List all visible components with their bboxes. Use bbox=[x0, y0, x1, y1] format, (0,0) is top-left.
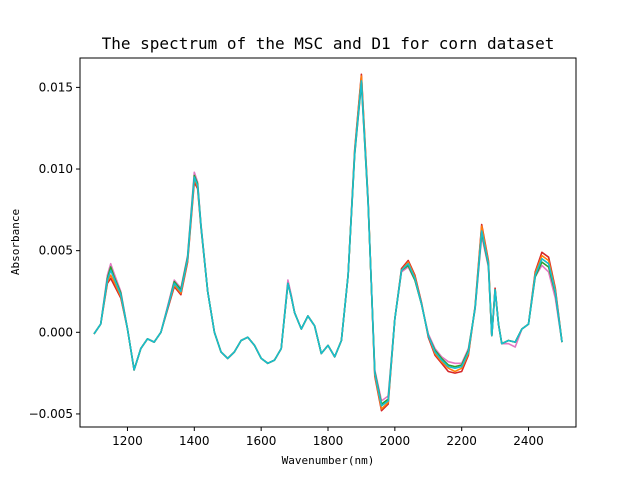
x-tick-label: 2000 bbox=[380, 434, 411, 448]
x-tick-label: 2200 bbox=[446, 434, 477, 448]
y-tick-label: 0.010 bbox=[39, 162, 73, 176]
x-tick-label: 1800 bbox=[313, 434, 344, 448]
y-tick-label: 0.005 bbox=[39, 244, 73, 258]
y-tick-label: −0.005 bbox=[29, 407, 73, 421]
x-tick-label: 2400 bbox=[513, 434, 544, 448]
y-axis: −0.005 0.000 0.005 0.010 0.015 bbox=[29, 80, 80, 421]
x-tick-label: 1200 bbox=[112, 434, 143, 448]
spectrum-line-5 bbox=[93, 80, 563, 407]
series-layer bbox=[93, 73, 563, 412]
chart-title: The spectrum of the MSC and D1 for corn … bbox=[102, 34, 555, 53]
x-axis: 1200 1400 1600 1800 2000 2200 2400 bbox=[112, 427, 544, 448]
x-axis-label: Wavenumber(nm) bbox=[282, 454, 375, 467]
y-axis-label: Absorbance bbox=[9, 209, 22, 275]
x-tick-label: 1400 bbox=[179, 434, 210, 448]
x-tick-label: 1600 bbox=[246, 434, 277, 448]
y-tick-label: 0.000 bbox=[39, 325, 73, 339]
y-tick-label: 0.015 bbox=[39, 80, 73, 94]
